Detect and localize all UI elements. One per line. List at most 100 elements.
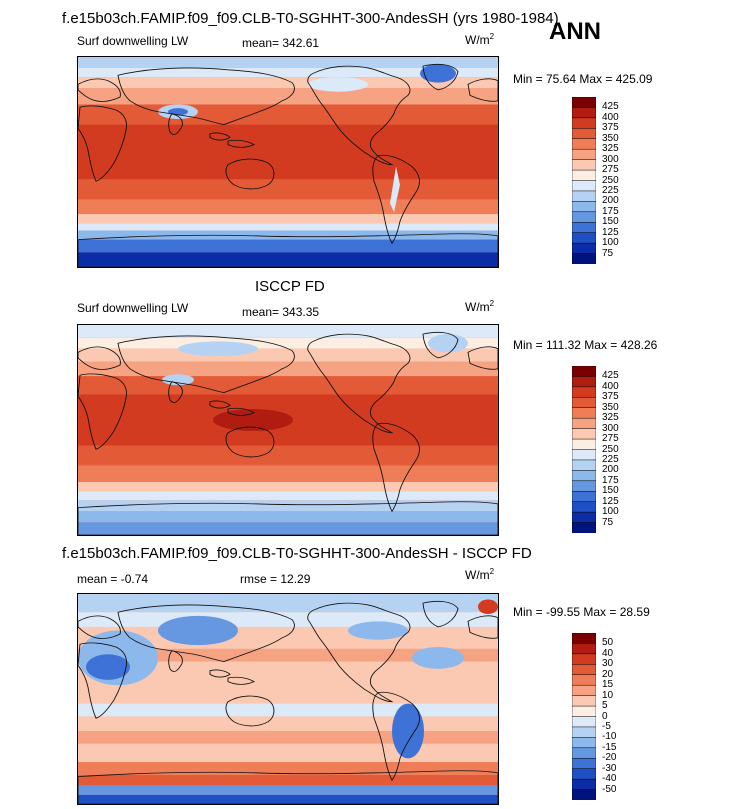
colorbar-tick-label: 175	[602, 474, 619, 486]
colorbar-tick-label: 400	[602, 380, 619, 392]
colorbar-swatch	[572, 386, 596, 398]
colorbar-swatch	[572, 407, 596, 419]
colorbar-swatch	[572, 376, 596, 388]
colorbar-tick-label: 250	[602, 174, 619, 186]
colorbar-tick-label: 50	[602, 637, 614, 649]
panel1-mean: mean= 342.61	[242, 36, 320, 50]
colorbar-tick-label: 350	[602, 132, 619, 144]
colorbar-swatch	[572, 128, 596, 140]
colorbar-swatch	[572, 758, 596, 770]
panel1-minmax: Min = 75.64 Max = 425.09	[513, 72, 653, 86]
panel2-mean: mean= 343.35	[242, 305, 320, 319]
colorbar-tick-label: 375	[602, 391, 619, 403]
panel1-map	[77, 56, 499, 268]
panel1-title: f.e15b03ch.FAMIP.f09_f09.CLB-T0-SGHHT-30…	[62, 10, 559, 27]
colorbar-swatch	[572, 664, 596, 676]
colorbar-tick-label: 200	[602, 195, 619, 207]
colorbar-swatch	[572, 522, 596, 533]
colorbar-swatch	[572, 768, 596, 780]
colorbar-tick-label: 40	[602, 647, 614, 659]
colorbar-tick-label: 325	[602, 412, 619, 424]
colorbar-swatch	[572, 491, 596, 503]
colorbar-swatch	[572, 643, 596, 655]
colorbar-tick-label: 0	[602, 710, 608, 722]
colorbar-tick-label: 150	[602, 485, 619, 497]
colorbar-tick-label: 20	[602, 668, 614, 680]
panel3-colorbar-labels: 50 40 30 20 15 10 5 0 -5 -10 -15 -20 -30 -40 -50	[602, 633, 642, 800]
colorbar-swatch	[572, 633, 596, 644]
colorbar-tick-label: 225	[602, 184, 619, 196]
colorbar-tick-label: 10	[602, 689, 614, 701]
colorbar-swatch	[572, 459, 596, 471]
colorbar-tick-label: 175	[602, 205, 619, 217]
colorbar-swatch	[572, 716, 596, 728]
colorbar-swatch	[572, 511, 596, 524]
colorbar-tick-label: 300	[602, 153, 619, 165]
colorbar-swatch	[572, 480, 596, 492]
colorbar-swatch	[572, 428, 596, 440]
colorbar-tick-label: 200	[602, 464, 619, 476]
colorbar-tick-label: -15	[602, 741, 617, 753]
panel3-title: f.e15b03ch.FAMIP.f09_f09.CLB-T0-SGHHT-30…	[62, 545, 532, 562]
panel3-units: W/m2	[465, 567, 495, 582]
colorbar-tick-label: 5	[602, 700, 608, 712]
colorbar-swatch	[572, 438, 596, 451]
colorbar-tick-label: 100	[602, 506, 619, 518]
colorbar-swatch	[572, 501, 596, 513]
colorbar-tick-label: -10	[602, 731, 617, 743]
panel2-colorbar-labels: 425 400 375 350 325 300 275 250 225 200 175 150 125 1…	[602, 366, 642, 533]
colorbar-tick-label: 425	[602, 370, 619, 382]
colorbar-swatch	[572, 470, 596, 482]
colorbar-tick-label: 300	[602, 422, 619, 434]
colorbar-swatch	[572, 726, 596, 738]
colorbar-tick-label: 30	[602, 658, 614, 670]
colorbar-tick-label: -40	[602, 773, 617, 785]
panel3-minmax: Min = -99.55 Max = 28.59	[513, 605, 650, 619]
colorbar-swatch	[572, 737, 596, 749]
colorbar-swatch	[572, 653, 596, 665]
panel1-variable: Surf downwelling LW	[77, 34, 189, 48]
colorbar-tick-label: 100	[602, 237, 619, 249]
panel3-colorbar	[572, 633, 596, 800]
colorbar-swatch	[572, 253, 596, 264]
colorbar-swatch	[572, 159, 596, 171]
colorbar-swatch	[572, 366, 596, 377]
colorbar-swatch	[572, 117, 596, 129]
colorbar-swatch	[572, 747, 596, 759]
panel3-rmse: rmse = 12.29	[240, 572, 311, 586]
colorbar-swatch	[572, 148, 596, 161]
panel2-minmax: Min = 111.32 Max = 428.26	[513, 338, 658, 352]
colorbar-tick-label: 350	[602, 401, 619, 413]
panel2-variable: Surf downwelling LW	[77, 301, 189, 315]
colorbar-tick-label: 425	[602, 101, 619, 113]
colorbar-tick-label: 250	[602, 443, 619, 455]
colorbar-swatch	[572, 107, 596, 119]
colorbar-tick-label: 125	[602, 495, 619, 507]
colorbar-swatch	[572, 397, 596, 409]
colorbar-swatch	[572, 684, 596, 697]
colorbar-tick-label: -20	[602, 752, 617, 764]
colorbar-tick-label: 375	[602, 122, 619, 134]
panel1-colorbar	[572, 97, 596, 264]
colorbar-tick-label: -50	[602, 783, 617, 795]
panel2-title: ISCCP FD	[255, 278, 325, 295]
colorbar-tick-label: 275	[602, 433, 619, 445]
panel2-map	[77, 324, 499, 536]
colorbar-swatch	[572, 695, 596, 707]
panel2-colorbar	[572, 366, 596, 533]
colorbar-tick-label: 75	[602, 247, 614, 259]
colorbar-tick-label: 75	[602, 516, 614, 528]
colorbar-swatch	[572, 138, 596, 150]
panel3-mean: mean = -0.74	[77, 572, 149, 586]
colorbar-swatch	[572, 674, 596, 686]
colorbar-swatch	[572, 211, 596, 223]
colorbar-swatch	[572, 201, 596, 213]
colorbar-swatch	[572, 180, 596, 192]
colorbar-swatch	[572, 778, 596, 791]
colorbar-swatch	[572, 190, 596, 202]
colorbar-swatch	[572, 449, 596, 461]
colorbar-tick-label: 15	[602, 679, 614, 691]
colorbar-swatch	[572, 417, 596, 430]
colorbar-swatch	[572, 705, 596, 718]
colorbar-tick-label: -5	[602, 720, 611, 732]
